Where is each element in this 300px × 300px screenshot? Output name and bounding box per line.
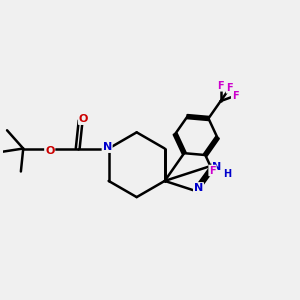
Text: F: F (217, 81, 224, 91)
Text: F: F (209, 166, 216, 176)
Text: N: N (103, 142, 112, 152)
Text: H: H (223, 169, 231, 178)
Text: N: N (194, 183, 203, 193)
Text: O: O (79, 114, 88, 124)
Text: O: O (45, 146, 54, 157)
Text: F: F (226, 83, 233, 93)
Text: N: N (212, 162, 221, 172)
Text: F: F (232, 91, 238, 101)
